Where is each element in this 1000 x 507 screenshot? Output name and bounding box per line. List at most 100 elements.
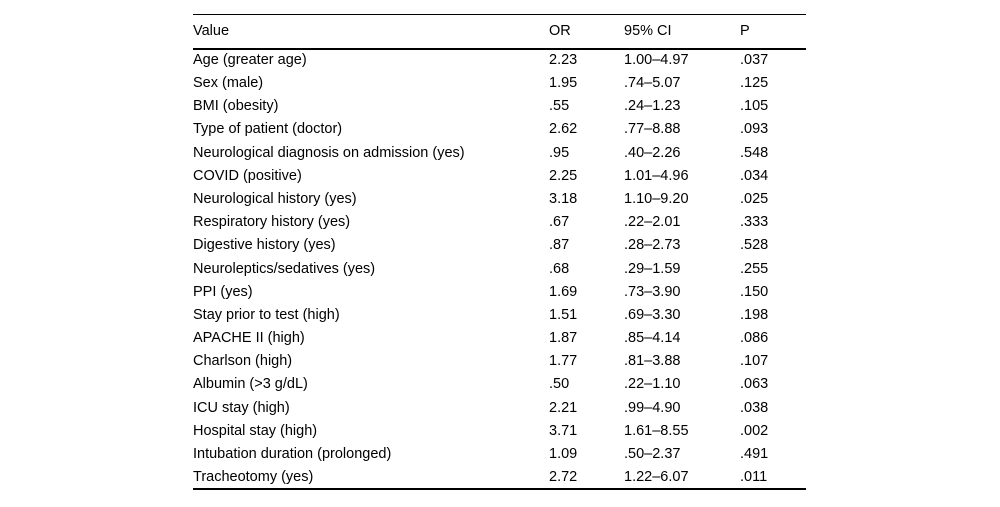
cell-confidence-interval: .73–3.90 <box>624 283 681 300</box>
cell-odds-ratio: 3.18 <box>549 190 578 207</box>
cell-odds-ratio: .67 <box>549 214 570 231</box>
cell-odds-ratio: .87 <box>549 237 570 254</box>
table-row: Charlson (high) 1.77 .81–3.88 .107 <box>193 350 806 373</box>
cell-p-value: .093 <box>740 121 769 138</box>
table-header: Value OR 95% CI P <box>193 15 806 49</box>
cell-confidence-interval: .99–4.90 <box>624 399 681 416</box>
cell-p-value: .528 <box>740 237 769 254</box>
cell-variable-name: BMI (obesity) <box>193 98 279 115</box>
cell-variable-name: Hospital stay (high) <box>193 422 318 439</box>
cell-odds-ratio: 2.25 <box>549 167 578 184</box>
cell-variable-name: Neurological history (yes) <box>193 190 357 207</box>
cell-variable-name: Stay prior to test (high) <box>193 306 340 323</box>
table-row: BMI (obesity) .55 .24–1.23 .105 <box>193 95 806 118</box>
cell-variable-name: Tracheotomy (yes) <box>193 468 314 485</box>
cell-confidence-interval: .29–1.59 <box>624 260 681 277</box>
cell-confidence-interval: .50–2.37 <box>624 446 681 463</box>
cell-odds-ratio: 1.87 <box>549 330 578 347</box>
table-row: Type of patient (doctor) 2.62 .77–8.88 .… <box>193 118 806 141</box>
cell-p-value: .038 <box>740 399 769 416</box>
cell-variable-name: COVID (positive) <box>193 167 302 184</box>
cell-variable-name: PPI (yes) <box>193 283 253 300</box>
cell-p-value: .107 <box>740 353 769 370</box>
cell-odds-ratio: 2.72 <box>549 468 578 485</box>
cell-variable-name: APACHE II (high) <box>193 330 305 347</box>
column-header-or: OR <box>549 23 571 39</box>
cell-p-value: .086 <box>740 330 769 347</box>
cell-p-value: .011 <box>740 468 768 485</box>
cell-confidence-interval: .24–1.23 <box>624 98 681 115</box>
cell-odds-ratio: 2.62 <box>549 121 578 138</box>
cell-confidence-interval: 1.00–4.97 <box>624 52 689 69</box>
cell-confidence-interval: .28–2.73 <box>624 237 681 254</box>
column-header-p: P <box>740 23 750 39</box>
table-row: Digestive history (yes) .87 .28–2.73 .52… <box>193 234 806 257</box>
cell-variable-name: Albumin (>3 g/dL) <box>193 376 308 393</box>
cell-confidence-interval: 1.22–6.07 <box>624 468 689 485</box>
cell-odds-ratio: .50 <box>549 376 570 393</box>
cell-variable-name: ICU stay (high) <box>193 399 290 416</box>
cell-p-value: .105 <box>740 98 769 115</box>
column-header-value: Value <box>193 23 230 39</box>
cell-odds-ratio: 1.77 <box>549 353 578 370</box>
cell-p-value: .150 <box>740 283 769 300</box>
cell-confidence-interval: 1.61–8.55 <box>624 422 689 439</box>
table-row: ICU stay (high) 2.21 .99–4.90 .038 <box>193 396 806 419</box>
cell-odds-ratio: 3.71 <box>549 422 578 439</box>
table-row: Age (greater age) 2.23 1.00–4.97 .037 <box>193 49 806 72</box>
table-row: APACHE II (high) 1.87 .85–4.14 .086 <box>193 327 806 350</box>
table-body: Age (greater age) 2.23 1.00–4.97 .037 Se… <box>193 49 806 490</box>
cell-confidence-interval: .74–5.07 <box>624 75 681 92</box>
cell-variable-name: Neuroleptics/sedatives (yes) <box>193 260 376 277</box>
table-row: Intubation duration (prolonged) 1.09 .50… <box>193 443 806 466</box>
table-row: Respiratory history (yes) .67 .22–2.01 .… <box>193 211 806 234</box>
cell-odds-ratio: .68 <box>549 260 570 277</box>
cell-odds-ratio: .95 <box>549 144 570 161</box>
table-row: Stay prior to test (high) 1.51 .69–3.30 … <box>193 304 806 327</box>
cell-confidence-interval: .69–3.30 <box>624 306 681 323</box>
cell-variable-name: Neurological diagnosis on admission (yes… <box>193 144 465 161</box>
cell-confidence-interval: .40–2.26 <box>624 144 681 161</box>
cell-odds-ratio: 1.51 <box>549 306 578 323</box>
cell-variable-name: Age (greater age) <box>193 52 307 69</box>
cell-odds-ratio: .55 <box>549 98 570 115</box>
cell-p-value: .063 <box>740 376 769 393</box>
table-row: PPI (yes) 1.69 .73–3.90 .150 <box>193 280 806 303</box>
cell-odds-ratio: 2.23 <box>549 52 578 69</box>
cell-p-value: .548 <box>740 144 769 161</box>
cell-confidence-interval: .22–2.01 <box>624 214 681 231</box>
cell-variable-name: Respiratory history (yes) <box>193 214 351 231</box>
table-row: Sex (male) 1.95 .74–5.07 .125 <box>193 72 806 95</box>
cell-variable-name: Digestive history (yes) <box>193 237 336 254</box>
cell-confidence-interval: .85–4.14 <box>624 330 681 347</box>
cell-p-value: .255 <box>740 260 769 277</box>
table-row: Hospital stay (high) 3.71 1.61–8.55 .002 <box>193 420 806 443</box>
cell-odds-ratio: 1.95 <box>549 75 578 92</box>
cell-p-value: .002 <box>740 422 769 439</box>
cell-p-value: .333 <box>740 214 769 231</box>
cell-odds-ratio: 1.69 <box>549 283 578 300</box>
univariate-analysis-table: Value OR 95% CI P Age (greater age) 2.23… <box>193 14 806 491</box>
cell-confidence-interval: .77–8.88 <box>624 121 681 138</box>
cell-variable-name: Charlson (high) <box>193 353 293 370</box>
column-header-ci: 95% CI <box>624 23 672 39</box>
cell-variable-name: Sex (male) <box>193 75 264 92</box>
cell-odds-ratio: 2.21 <box>549 399 578 416</box>
cell-confidence-interval: .22–1.10 <box>624 376 681 393</box>
cell-p-value: .491 <box>740 446 769 463</box>
table-row: Tracheotomy (yes) 2.72 1.22–6.07 .011 <box>193 466 806 489</box>
cell-p-value: .025 <box>740 190 769 207</box>
cell-p-value: .034 <box>740 167 769 184</box>
table-row: Neurological history (yes) 3.18 1.10–9.2… <box>193 188 806 211</box>
table-row: Neurological diagnosis on admission (yes… <box>193 141 806 164</box>
cell-confidence-interval: 1.10–9.20 <box>624 190 689 207</box>
cell-odds-ratio: 1.09 <box>549 446 578 463</box>
cell-p-value: .125 <box>740 75 769 92</box>
table-row: COVID (positive) 2.25 1.01–4.96 .034 <box>193 164 806 187</box>
table-row: Neuroleptics/sedatives (yes) .68 .29–1.5… <box>193 257 806 280</box>
table-row: Albumin (>3 g/dL) .50 .22–1.10 .063 <box>193 373 806 396</box>
cell-confidence-interval: 1.01–4.96 <box>624 167 689 184</box>
cell-p-value: .198 <box>740 306 769 323</box>
cell-p-value: .037 <box>740 52 769 69</box>
